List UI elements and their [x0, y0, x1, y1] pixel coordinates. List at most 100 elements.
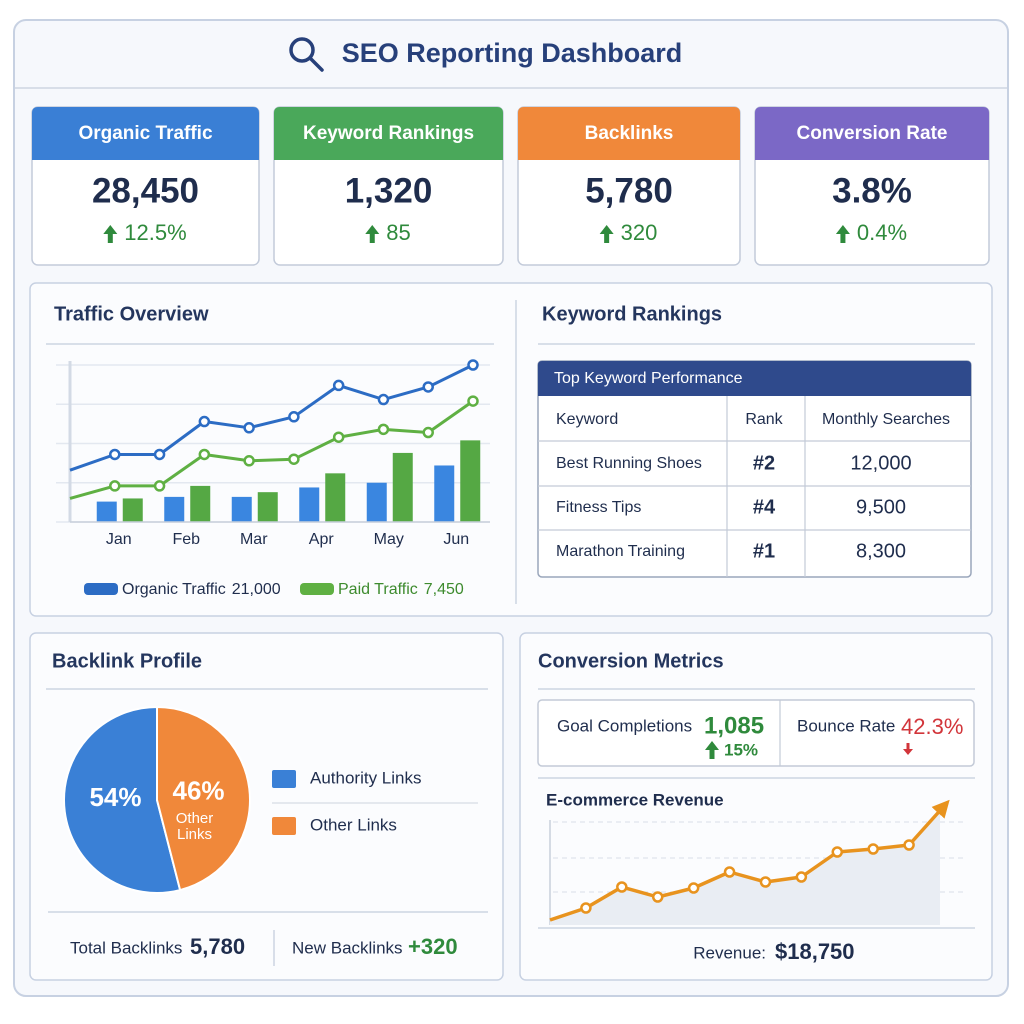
- table-cell: #2: [753, 452, 775, 474]
- legend-entry: Authority Links: [310, 768, 422, 787]
- legend-entry: Paid Traffic 7,450: [338, 581, 464, 598]
- line-point: [759, 876, 772, 888]
- line-point: [795, 871, 808, 883]
- table-cell: Fitness Tips: [556, 499, 641, 516]
- pie-label: 54%: [89, 782, 141, 812]
- kpi-value: 28,450: [92, 171, 199, 210]
- line-point: [198, 448, 211, 461]
- line-point: [422, 426, 434, 439]
- kpi-value: 5,780: [585, 171, 673, 210]
- line-point: [867, 843, 879, 855]
- line-point: [332, 379, 345, 392]
- line-point: [422, 381, 434, 393]
- line-point: [651, 891, 664, 903]
- bar: [257, 492, 278, 522]
- bar: [190, 485, 211, 522]
- kpi-value: 1,320: [345, 171, 433, 210]
- metric-change: 15%: [724, 740, 758, 759]
- bar: [96, 501, 117, 522]
- metrics-box: [537, 699, 975, 767]
- bar: [325, 473, 346, 522]
- bar: [122, 498, 143, 522]
- line-point: [243, 455, 255, 467]
- line-point: [467, 395, 479, 407]
- chart-title: E-commerce Revenue: [546, 790, 724, 809]
- line-point: [831, 846, 844, 858]
- column-header: Rank: [745, 411, 783, 428]
- kpi-card-header: [274, 107, 503, 160]
- kpi-label: Keyword Rankings: [303, 123, 474, 144]
- line-point: [198, 415, 211, 428]
- table-cell: 8,300: [856, 540, 906, 562]
- line-point: [153, 448, 166, 461]
- up-arrow-icon: [705, 741, 719, 759]
- table-cell: 12,000: [850, 452, 911, 474]
- bar: [299, 487, 320, 522]
- bar: [164, 496, 185, 522]
- page-title: SEO Reporting Dashboard: [342, 38, 683, 68]
- revenue-total: $18,750: [775, 939, 855, 964]
- metric-value: 1,085: [704, 712, 764, 739]
- panel-title: Traffic Overview: [54, 303, 209, 325]
- kpi-change: 12.5%: [124, 220, 186, 245]
- kpi-label: Backlinks: [585, 123, 674, 144]
- up-arrow-icon: [835, 225, 850, 243]
- pie-slice-name: Other Links: [176, 810, 214, 843]
- up-arrow-icon: [103, 225, 118, 243]
- kpi-value: 3.8%: [832, 171, 912, 210]
- legend-swatch: [300, 583, 334, 595]
- revenue-label: Revenue:: [693, 943, 766, 962]
- total-value: 5,780: [190, 934, 245, 959]
- down-arrow-icon: [903, 743, 913, 755]
- x-tick-label: Feb: [172, 531, 200, 548]
- search-icon: [289, 37, 324, 72]
- table-cell: Marathon Training: [556, 543, 685, 560]
- legend-swatch: [272, 770, 296, 788]
- pie-slice: [63, 705, 182, 894]
- kpi-label: Conversion Rate: [797, 123, 948, 144]
- line-point: [153, 480, 166, 492]
- bar: [392, 452, 413, 522]
- x-tick-label: Jan: [106, 531, 132, 548]
- x-tick-label: Mar: [240, 531, 268, 548]
- kpi-card-header: [755, 107, 989, 160]
- legend-swatch: [84, 583, 118, 595]
- line-point: [723, 866, 736, 878]
- total-label: Total Backlinks: [70, 938, 182, 957]
- line: [69, 363, 474, 472]
- table-cell: #4: [753, 496, 776, 518]
- bar: [231, 496, 252, 522]
- legend-entry: Other Links: [310, 815, 397, 834]
- metric-value: 42.3%: [901, 714, 963, 739]
- bar: [366, 482, 387, 522]
- line-point: [616, 881, 628, 893]
- legend-swatch: [272, 817, 296, 835]
- legend-entry: Organic Traffic 21,000: [122, 581, 281, 598]
- x-tick-label: Apr: [309, 531, 335, 548]
- kpi-card-header: [32, 107, 259, 160]
- up-arrow-icon: [599, 225, 614, 243]
- line-point: [288, 453, 300, 465]
- line: [69, 399, 474, 500]
- metric-label: Goal Completions: [557, 716, 692, 735]
- line-point: [288, 411, 300, 423]
- table-caption: Top Keyword Performance: [554, 370, 743, 387]
- metric-label: Bounce Rate: [797, 716, 895, 735]
- pie-label: 46%: [172, 776, 224, 806]
- line-point: [580, 902, 592, 914]
- kpi-change: 320: [621, 220, 658, 245]
- table-cell: Best Running Shoes: [556, 455, 702, 472]
- total-label: New Backlinks: [292, 938, 403, 957]
- line-point: [332, 431, 345, 443]
- line-point: [377, 393, 390, 406]
- column-header: Keyword: [556, 411, 618, 428]
- pie-slice: [156, 705, 251, 892]
- legend-value: 7,450: [424, 581, 464, 598]
- x-tick-label: May: [374, 531, 404, 548]
- x-tick-label: Jun: [443, 531, 469, 548]
- kpi-label: Organic Traffic: [78, 123, 213, 144]
- bar: [460, 440, 481, 522]
- kpi-change: 85: [386, 220, 410, 245]
- kpi-change: 0.4%: [857, 220, 907, 245]
